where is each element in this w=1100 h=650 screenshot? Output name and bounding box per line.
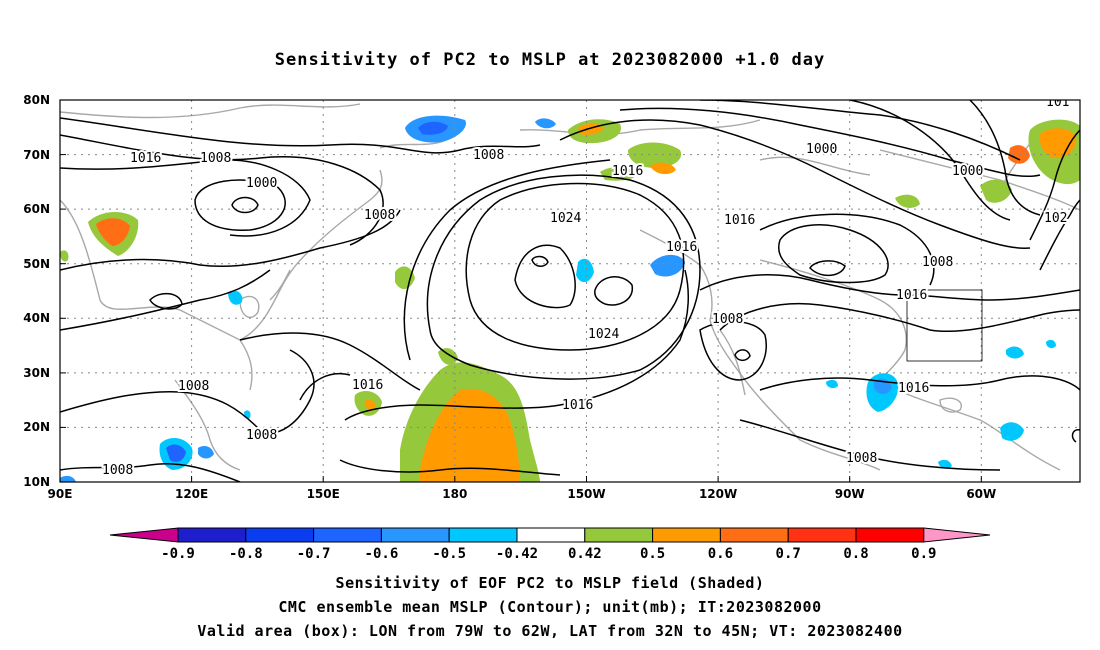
- colorbar-cell: [787, 527, 857, 543]
- contour-label: 1016: [896, 288, 927, 303]
- plot-frame: [59, 99, 1081, 483]
- lat-label: 80N: [23, 93, 50, 107]
- contour-label: 1016: [666, 240, 697, 255]
- contour-label: 1016: [724, 213, 755, 228]
- caption-line-2: CMC ensemble mean MSLP (Contour); unit(m…: [278, 598, 822, 616]
- contour-label: 101: [1046, 95, 1069, 110]
- contour-label: 1008: [922, 255, 953, 270]
- colorbar-label: -0.9: [161, 546, 195, 562]
- contour-label: 1008: [200, 151, 231, 166]
- caption-line-3: Valid area (box): LON from 79W to 62W, L…: [197, 622, 903, 640]
- colorbar-label: -0.6: [365, 546, 399, 562]
- caption-line-1: Sensitivity of EOF PC2 to MSLP field (Sh…: [335, 574, 765, 592]
- contour-label: 1008: [246, 428, 277, 443]
- lat-label: 40N: [23, 311, 50, 325]
- contour-label: 1016: [612, 164, 643, 179]
- colorbar-cell: [177, 527, 247, 543]
- lat-label: 70N: [23, 148, 50, 162]
- colorbar: -0.9 -0.8 -0.7 -0.6 -0.5 -0.42 0.42 0.5 …: [109, 527, 991, 562]
- page-title: Sensitivity of PC2 to MSLP at 2023082000…: [274, 50, 826, 70]
- lat-label: 50N: [23, 257, 50, 271]
- valid-area-box: [906, 289, 983, 362]
- contour-label: 1008: [473, 148, 504, 163]
- colorbar-label: 0.42: [568, 546, 602, 562]
- contour-label: 1008: [712, 312, 743, 327]
- contour-label: 1000: [246, 176, 277, 191]
- colorbar-cell: [855, 527, 925, 543]
- tick-marks: [60, 99, 982, 483]
- lat-label: 10N: [23, 475, 50, 489]
- contour-label: 1000: [952, 164, 983, 179]
- mslp-contours: [60, 100, 1080, 482]
- colorbar-label: -0.8: [229, 546, 263, 562]
- contour-label: 1016: [898, 381, 929, 396]
- contour-label: 1008: [846, 451, 877, 466]
- contour-labels: 1016 1008 1000 1008 1008 1016 1024 1016 …: [100, 95, 1071, 480]
- contour-label: 1008: [178, 379, 209, 394]
- lon-label: 120W: [699, 487, 737, 501]
- colorbar-label: 0.6: [708, 546, 733, 562]
- lon-label: 150E: [307, 487, 340, 501]
- colorbar-cell: [109, 527, 179, 543]
- colorbar-label: 0.8: [843, 546, 868, 562]
- latitude-labels: 80N 70N 60N 50N 40N 30N 20N 10N: [23, 93, 50, 489]
- colorbar-label: 0.9: [911, 546, 936, 562]
- contour-label: 1016: [352, 378, 383, 393]
- contour-label: 1016: [130, 151, 161, 166]
- lon-label: 120E: [175, 487, 208, 501]
- contour-label: 102: [1044, 211, 1067, 226]
- contour-label: 1008: [364, 208, 395, 223]
- colorbar-labels: -0.9 -0.8 -0.7 -0.6 -0.5 -0.42 0.42 0.5 …: [161, 546, 936, 562]
- colorbar-cell: [313, 527, 382, 543]
- colorbar-label: 0.7: [776, 546, 801, 562]
- colorbar-label: -0.42: [496, 546, 538, 562]
- contour-label: 1008: [102, 463, 133, 478]
- colorbar-cell: [448, 527, 518, 543]
- colorbar-cell: [923, 527, 991, 543]
- colorbar-label: -0.5: [432, 546, 466, 562]
- contour-label: 1024: [588, 327, 619, 342]
- contour-label: 1016: [562, 398, 593, 413]
- lon-label: 150W: [567, 487, 605, 501]
- colorbar-cell: [380, 527, 450, 543]
- lon-label: 60W: [966, 487, 996, 501]
- contour-label: 1024: [550, 211, 581, 226]
- lon-label: 90E: [48, 487, 73, 501]
- lon-label: 180: [442, 487, 467, 501]
- colorbar-label: -0.7: [297, 546, 331, 562]
- colorbar-cell: [245, 527, 315, 543]
- colorbar-cell: [652, 527, 721, 543]
- colorbar-cell: [516, 527, 586, 543]
- lat-label: 30N: [23, 366, 50, 380]
- colorbar-cell: [719, 527, 789, 543]
- lon-label: 90W: [835, 487, 865, 501]
- longitude-labels: 90E 120E 150E 180 150W 120W 90W 60W: [48, 487, 997, 501]
- grid-lines: [60, 100, 1080, 482]
- colorbar-label: 0.5: [640, 546, 665, 562]
- sensitivity-shading: [60, 115, 1080, 482]
- colorbar-cell: [584, 527, 654, 543]
- contour-label: 1000: [806, 142, 837, 157]
- lat-label: 20N: [23, 420, 50, 434]
- lat-label: 60N: [23, 202, 50, 216]
